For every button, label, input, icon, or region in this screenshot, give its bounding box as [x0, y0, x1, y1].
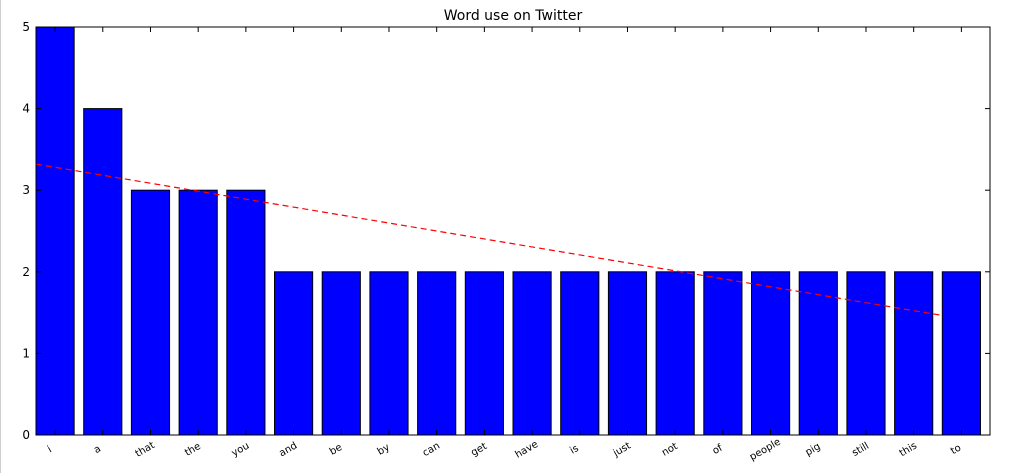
bar-still [846, 271, 886, 436]
y-axis: 0 1 2 3 4 5 [22, 20, 990, 442]
bar-i [35, 26, 75, 436]
bar-just [607, 271, 648, 436]
x-tick-label: not [660, 441, 680, 459]
bar-this [894, 271, 934, 436]
x-tick-label: pig [804, 441, 823, 458]
x-tick-label: just [611, 440, 633, 459]
trend-line [35, 163, 941, 316]
bar-that [130, 189, 171, 436]
y-tick-label: 4 [22, 102, 30, 116]
x-tick-label: of [711, 442, 725, 457]
y-tick-label: 3 [22, 183, 30, 197]
x-tick-label: you [230, 440, 251, 459]
plot-frame [35, 26, 991, 436]
x-tick-label: be [328, 442, 344, 458]
y-tick-label: 1 [22, 346, 30, 360]
bar-have [512, 271, 552, 436]
chart-title: Word use on Twitter [444, 8, 583, 24]
bar-be [321, 271, 361, 436]
x-tick-label: and [277, 440, 299, 459]
x-tick-label: the [183, 441, 203, 459]
bar-a [83, 108, 123, 436]
bar-is [560, 271, 600, 436]
y-tick-label: 2 [22, 265, 30, 279]
x-tick-label: this [898, 441, 919, 460]
bar-to [941, 271, 981, 436]
x-tick-label: get [469, 441, 489, 459]
bar-of [703, 271, 743, 436]
bar-pig [798, 271, 838, 436]
x-tick-label: that [134, 440, 157, 460]
bar-and [274, 271, 314, 436]
y-tick-label: 5 [22, 20, 30, 34]
x-tick-label: i [46, 444, 54, 455]
trend-line-group [35, 163, 941, 316]
bar-can [417, 271, 457, 436]
x-tick-label: still [850, 441, 871, 459]
x-tick-label: can [421, 441, 442, 460]
x-tick-label: people [748, 437, 783, 463]
bar-the [178, 189, 218, 436]
x-tick-label: by [376, 442, 392, 458]
bar-not [655, 271, 695, 436]
bar-people [751, 271, 791, 436]
x-tick-label: have [513, 439, 540, 461]
x-tick-label: a [92, 444, 103, 457]
bar-you [226, 189, 266, 436]
y-tick-label: 0 [22, 428, 30, 442]
bar-by [369, 271, 409, 436]
window-edge [0, 0, 1, 473]
bar-get [464, 271, 504, 436]
x-tick-label: is [568, 443, 580, 457]
bars-group [35, 26, 981, 436]
x-tick-label: to [949, 443, 963, 458]
